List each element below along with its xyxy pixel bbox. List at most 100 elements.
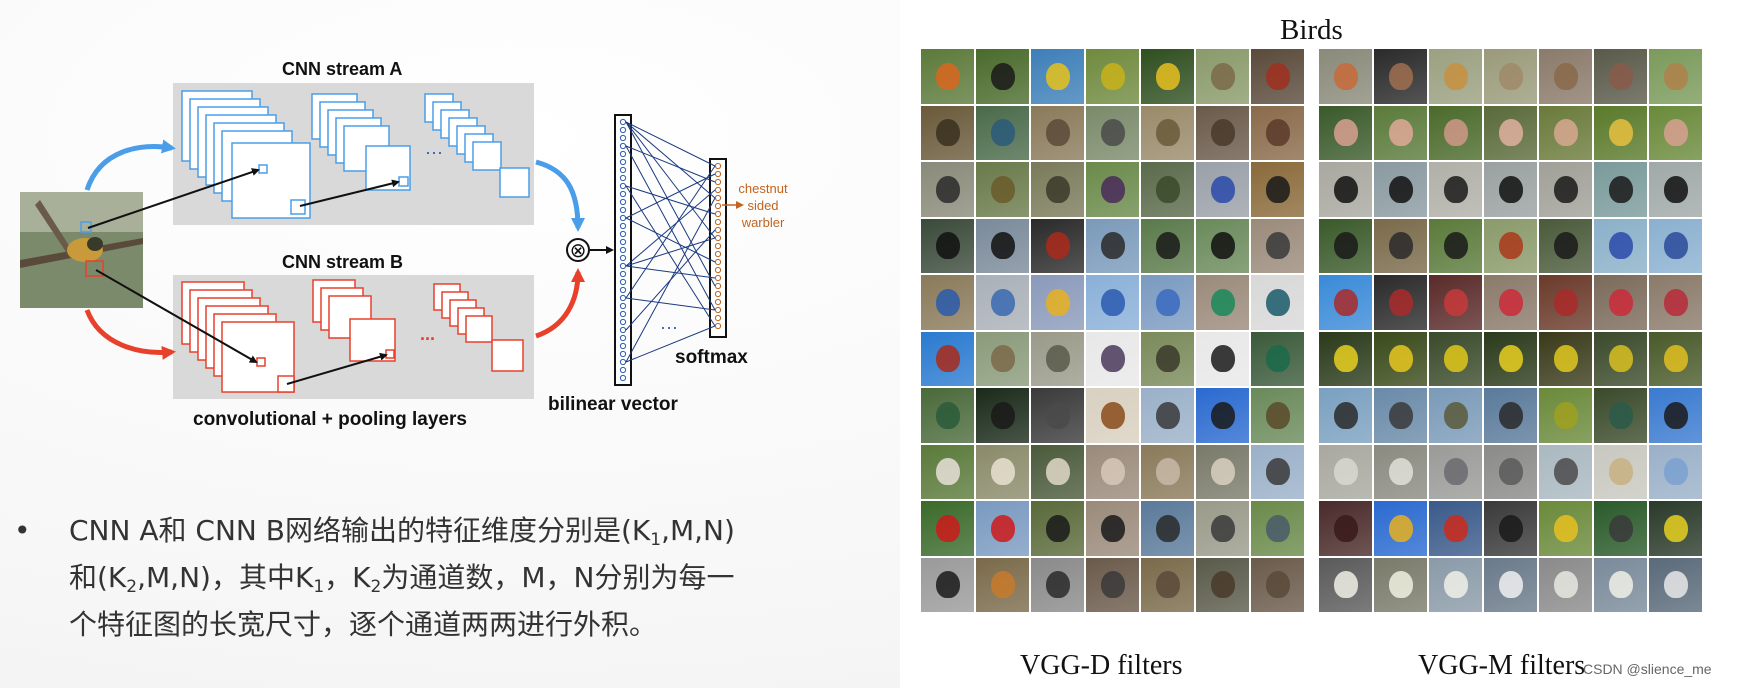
stream-b-ellipsis: ... (420, 324, 435, 344)
bilinear-node (619, 326, 627, 334)
filter-patch (1318, 330, 1373, 387)
vgg-d-filter-grid (920, 48, 1305, 613)
filter-patch (1593, 330, 1648, 387)
filter-patch (1140, 500, 1195, 557)
filter-patch (1538, 330, 1593, 387)
stream-b-output-arrow (535, 268, 585, 339)
filter-patch (1483, 161, 1538, 218)
filter-patch (1538, 104, 1593, 161)
filter-patch (1373, 161, 1428, 218)
stream-b-input-arrow (84, 309, 176, 360)
softmax-node (714, 202, 722, 210)
filter-patch (1483, 556, 1538, 613)
filter-patch (1483, 387, 1538, 444)
filter-patch (1085, 217, 1140, 274)
filter-patch (1250, 217, 1305, 274)
filter-patch (1373, 500, 1428, 557)
filter-patch (1140, 556, 1195, 613)
filter-patch (1428, 217, 1483, 274)
filter-patch (1250, 443, 1305, 500)
filter-patch (1538, 217, 1593, 274)
filter-patch (1428, 556, 1483, 613)
filter-patch (920, 387, 975, 444)
filter-patch (1648, 387, 1703, 444)
bilinear-node (619, 302, 627, 310)
bilinear-vector-nodes (619, 118, 627, 382)
filter-patch (1318, 387, 1373, 444)
filter-patch (1030, 217, 1085, 274)
filter-patch (1140, 443, 1195, 500)
filter-patch (1195, 387, 1250, 444)
filter-patch (920, 500, 975, 557)
filter-patch (1140, 274, 1195, 331)
filter-patch (920, 443, 975, 500)
filter-patch (920, 330, 975, 387)
filter-patch (1195, 500, 1250, 557)
filter-patch (1373, 443, 1428, 500)
softmax-node (714, 306, 722, 314)
filter-patch (1428, 274, 1483, 331)
softmax-node (714, 226, 722, 234)
filter-patch (975, 161, 1030, 218)
bullet-text: CNN A和 CNN B网络输出的特征维度分别是(K1,M,N) 和(K2,M,… (69, 512, 869, 644)
filter-patch (920, 217, 975, 274)
filter-patch (1085, 387, 1140, 444)
bilinear-node (619, 342, 627, 350)
filter-patch (1140, 104, 1195, 161)
filter-patch (1538, 387, 1593, 444)
softmax-nodes (714, 162, 722, 330)
filter-patch (1483, 104, 1538, 161)
softmax-node (714, 274, 722, 282)
fc-connection (625, 121, 716, 287)
softmax-node (714, 234, 722, 242)
softmax-node (714, 298, 722, 306)
softmax-node (714, 162, 722, 170)
fc-connection (625, 185, 716, 215)
bilinear-vector-label: bilinear vector (548, 394, 678, 415)
bullet-line-3: 个特征图的长宽尺寸，逐个通道两两进行外积。 (69, 608, 658, 641)
filters-title: Birds (1280, 14, 1343, 46)
watermark: CSDN @slience_me (1583, 661, 1712, 677)
fc-connection (625, 145, 716, 183)
bullet-line-2-text: ，K (324, 561, 371, 594)
fc-connection (625, 173, 716, 219)
output-label-line2: sided (747, 198, 778, 213)
filter-patch (1593, 217, 1648, 274)
stream-a-input-arrow (84, 139, 176, 191)
filter-patch (1648, 217, 1703, 274)
filter-patch (1195, 104, 1250, 161)
stream-a-output-arrow (535, 159, 585, 232)
filter-patch (1030, 48, 1085, 105)
filter-patch (1593, 556, 1648, 613)
filter-patch (1195, 443, 1250, 500)
filter-patch (1648, 104, 1703, 161)
filter-patch (920, 556, 975, 613)
filter-patch (1318, 48, 1373, 105)
filter-patch (975, 217, 1030, 274)
filter-patch (1250, 387, 1305, 444)
filter-patch (1030, 500, 1085, 557)
filter-patch (1318, 500, 1373, 557)
bilinear-node (619, 246, 627, 254)
outer-product-operator (566, 238, 590, 262)
bilinear-node (619, 126, 627, 134)
fc-connection (625, 217, 716, 263)
filter-patch (920, 48, 975, 105)
bilinear-node (619, 134, 627, 142)
filter-patch (1250, 556, 1305, 613)
bilinear-node (619, 150, 627, 158)
filter-patch (1373, 217, 1428, 274)
filter-patch (1030, 274, 1085, 331)
filter-patch (1538, 556, 1593, 613)
fc-connection (625, 121, 716, 239)
bilinear-node (619, 262, 627, 270)
vgg-m-filter-grid (1318, 48, 1703, 613)
softmax-node (714, 290, 722, 298)
softmax-node (714, 282, 722, 290)
filter-patch (1318, 274, 1373, 331)
filter-patch (1085, 556, 1140, 613)
stream-b-label: CNN stream B (282, 252, 403, 272)
filter-patch (1195, 161, 1250, 218)
softmax-node (714, 194, 722, 202)
bilinear-node (619, 214, 627, 222)
